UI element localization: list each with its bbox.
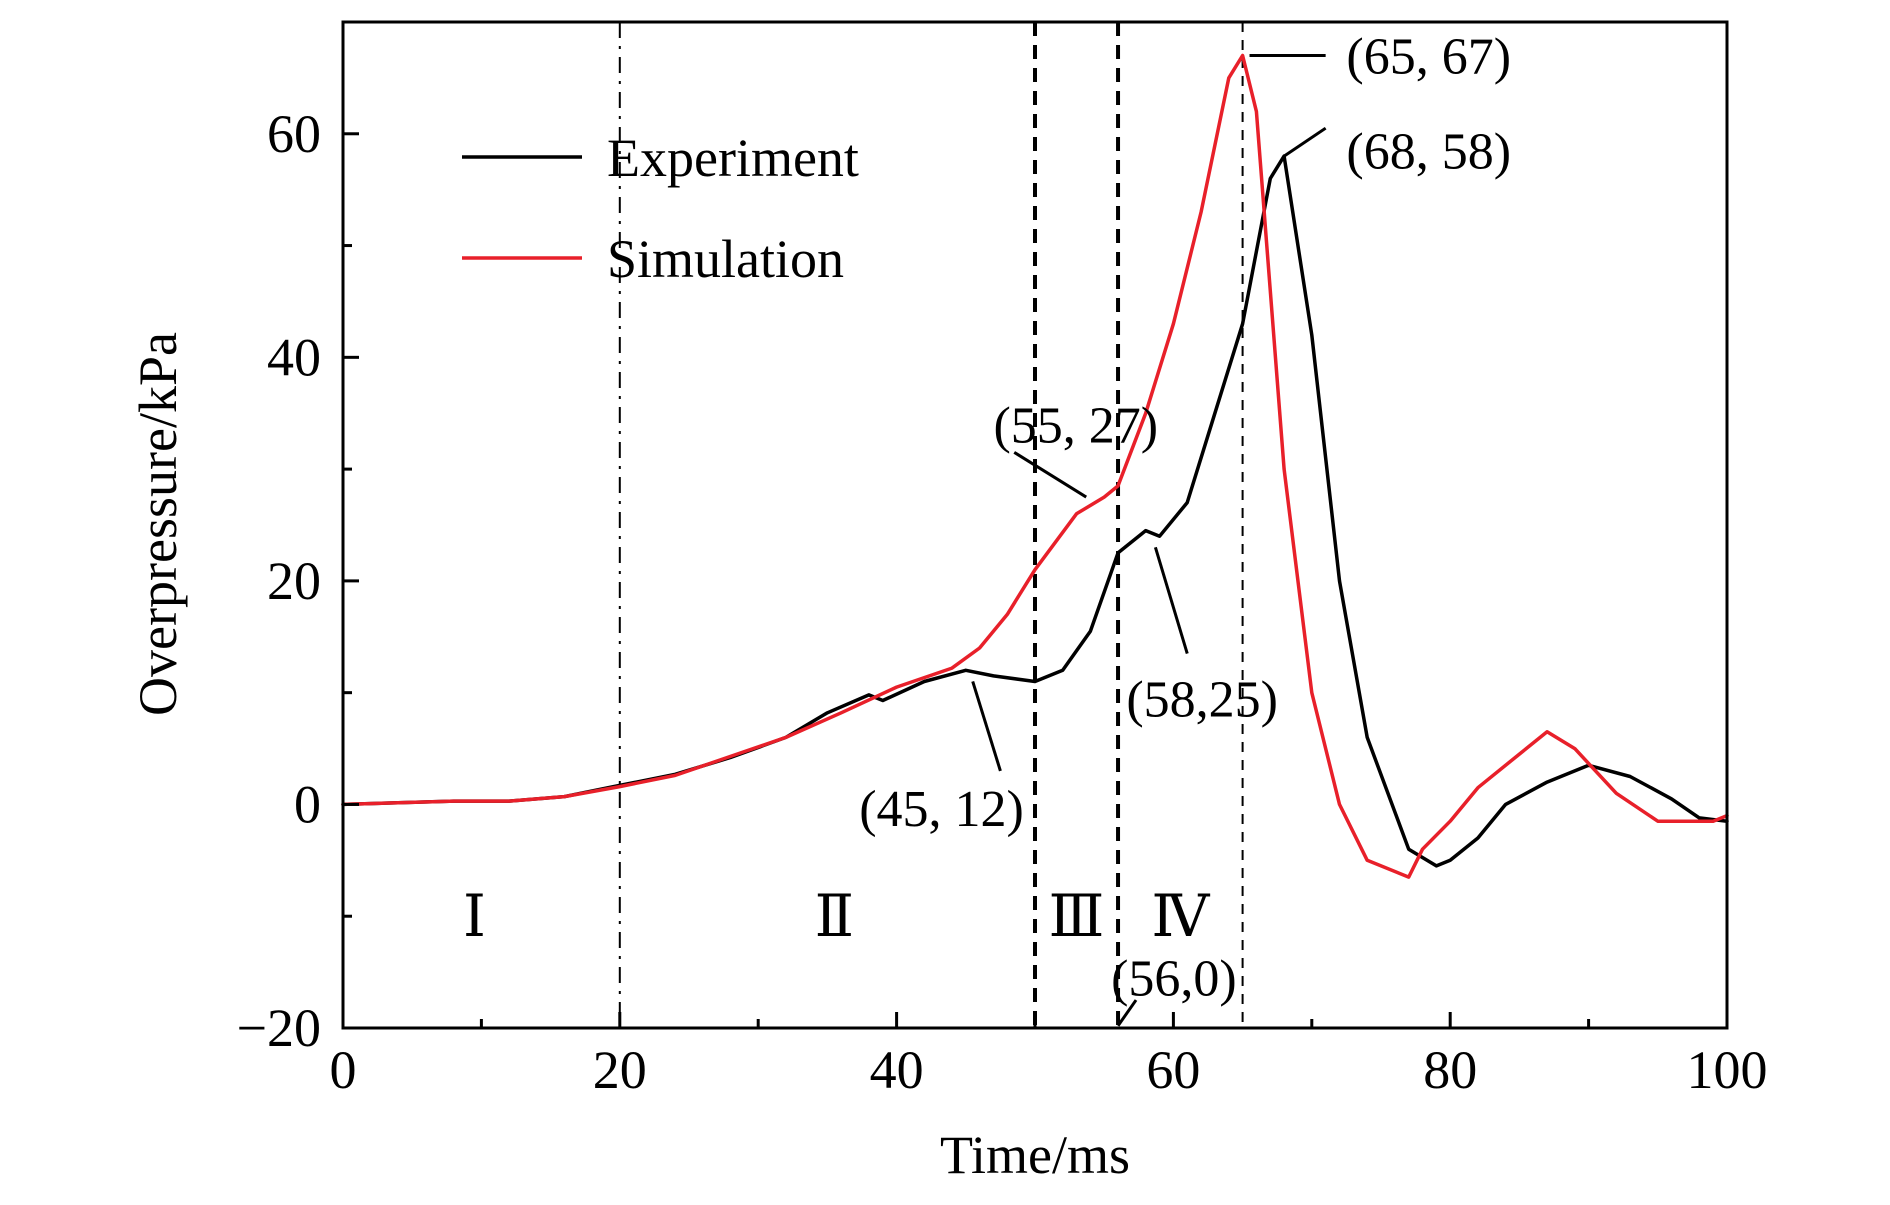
region-label-4: Ⅳ	[1151, 884, 1210, 949]
annotation-label-5: (56,0)	[1111, 951, 1237, 1008]
legend-label-simulation: Simulation	[607, 229, 844, 289]
y-tick-label-20: 20	[267, 551, 321, 611]
annotation-leader-5	[1116, 999, 1138, 1027]
annotation-leader-4	[1153, 546, 1189, 654]
region-label-3: Ⅲ	[1049, 884, 1105, 949]
stage-boundaries	[618, 22, 1244, 1028]
x-tick-label-60: 60	[1146, 1040, 1200, 1100]
axis-ticks	[341, 132, 1729, 1030]
x-tick-label-80: 80	[1423, 1040, 1477, 1100]
annotation-leader-2	[1013, 451, 1087, 499]
x-axis-title: Time/ms	[940, 1125, 1130, 1185]
x-tick-label-0: 0	[330, 1040, 357, 1100]
region-label-2: Ⅱ	[815, 884, 854, 949]
annotation-label-3: (45, 12)	[859, 781, 1024, 838]
region-label-1: Ⅰ	[463, 884, 486, 949]
y-axis-title: Overpressure/kPa	[128, 332, 188, 716]
y-tick-label--20: −20	[237, 998, 321, 1058]
legend-label-experiment: Experiment	[607, 128, 859, 188]
annotation-leader-1	[1283, 126, 1327, 158]
x-tick-label-100: 100	[1687, 1040, 1768, 1100]
annotation-label-4: (58,25)	[1126, 671, 1278, 728]
annotation-leaders	[971, 54, 1327, 1027]
series-line-simulation	[341, 53, 1729, 879]
x-tick-label-40: 40	[870, 1040, 924, 1100]
series-lines	[341, 53, 1729, 879]
y-tick-label-60: 60	[267, 104, 321, 164]
annotation-labels: (65, 67) (68, 58) (55, 27) (45, 12) (58,25) (…	[859, 29, 1511, 1008]
annotation-label-0: (65, 67)	[1346, 29, 1511, 86]
annotation-leader-3	[971, 681, 1002, 772]
annotation-label-1: (68, 58)	[1346, 124, 1511, 181]
annotation-label-2: (55, 27)	[993, 397, 1158, 454]
y-tick-label-40: 40	[267, 327, 321, 387]
y-tick-label-0: 0	[294, 774, 321, 834]
x-tick-label-20: 20	[593, 1040, 647, 1100]
legend: Experiment Simulation	[462, 128, 859, 289]
